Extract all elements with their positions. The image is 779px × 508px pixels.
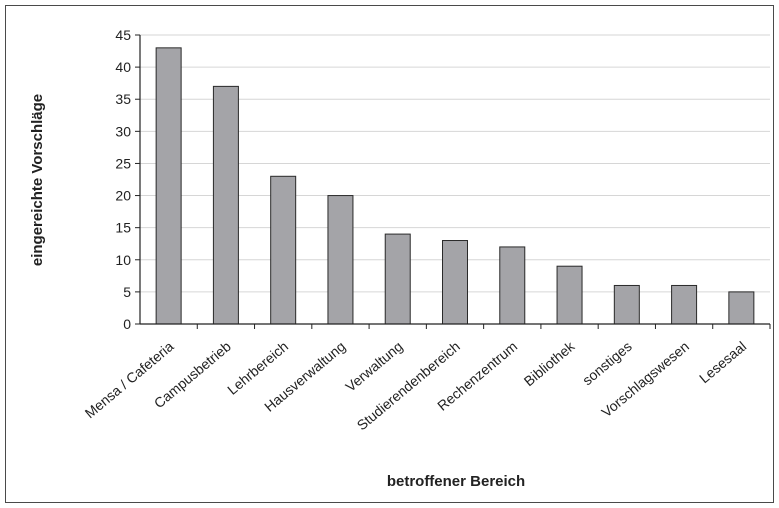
x-tick-label: sonstiges	[579, 338, 635, 388]
x-tick-label: Lesesaal	[696, 338, 749, 386]
axes	[135, 34, 771, 329]
bars	[155, 47, 755, 325]
y-tick-label: 15	[115, 220, 131, 236]
x-tick-label: Bibliothek	[521, 337, 579, 389]
bar	[270, 175, 297, 325]
y-tick-label: 25	[115, 155, 131, 171]
y-tick-label: 30	[115, 123, 131, 139]
bar	[212, 85, 239, 325]
y-tick-label: 20	[115, 188, 131, 204]
gridlines	[140, 34, 770, 293]
y-tick-label: 40	[115, 59, 131, 75]
y-tick-label: 5	[123, 284, 131, 300]
bar	[155, 47, 182, 325]
x-tick-label: Studierendenbereich	[354, 338, 463, 433]
bar	[327, 195, 354, 325]
y-tick-label: 45	[115, 27, 131, 43]
y-tick-label: 10	[115, 252, 131, 268]
bar	[442, 240, 468, 325]
bar	[384, 233, 411, 325]
y-tick-label: 0	[123, 316, 131, 332]
x-axis-title: betroffener Bereich	[387, 473, 525, 490]
bar	[556, 265, 583, 325]
y-axis-title: eingereichte Vorschläge	[29, 94, 46, 266]
y-tick-label: 35	[115, 91, 131, 107]
bar	[671, 284, 698, 325]
bar	[499, 246, 526, 325]
bar	[728, 291, 755, 325]
y-tick-labels: 0 5 10 15 20 25 30 35 40 45	[115, 27, 131, 332]
x-tick-labels: Mensa / CafeteriaCampusbetriebLehrbereic…	[82, 337, 750, 433]
bar	[613, 284, 640, 325]
